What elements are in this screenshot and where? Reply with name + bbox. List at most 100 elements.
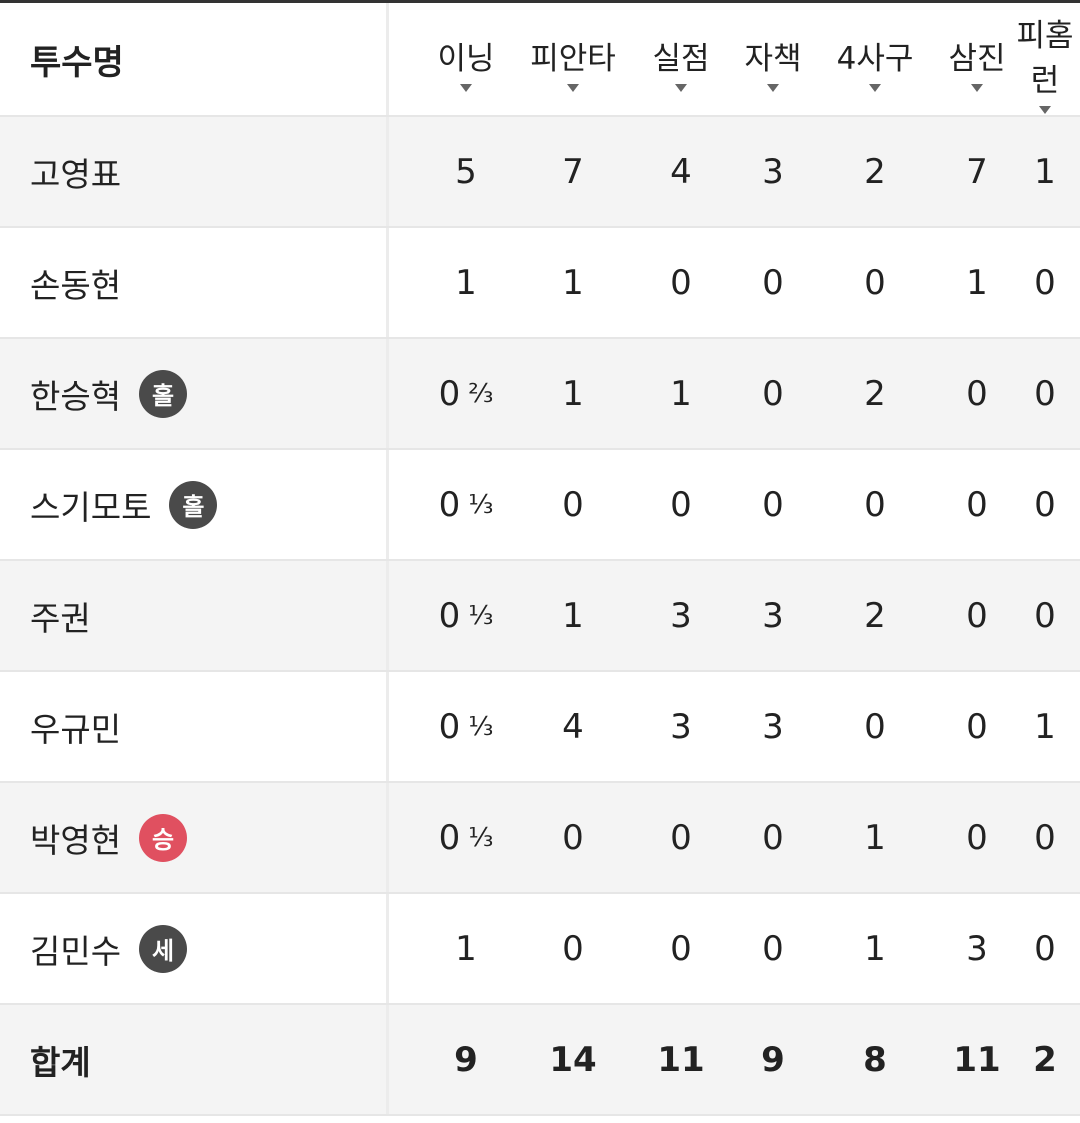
pitcher-name: 우규민 — [30, 672, 121, 781]
stat-cell: 0 — [670, 817, 692, 858]
sort-arrow-icon — [675, 83, 687, 92]
column-divider — [386, 783, 389, 892]
stat-cell: 1 — [966, 262, 988, 303]
pitcher-name-text: 주권 — [30, 598, 91, 638]
stat-cell: 1 — [864, 928, 886, 969]
column-divider — [386, 3, 389, 115]
stat-cell: 0 — [562, 817, 584, 858]
pitcher-name: 한승혁 홀 — [30, 339, 188, 448]
stat-cell: 0 — [1034, 373, 1056, 414]
column-label: 피안타 — [530, 40, 616, 77]
result-badge: 승 — [139, 813, 188, 862]
sort-header-6[interactable]: 피홈런 — [1010, 3, 1080, 115]
sort-header-3[interactable]: 자책 — [723, 3, 823, 115]
stat-cell: 0 — [864, 484, 886, 525]
stat-cell: 0 — [762, 928, 784, 969]
stat-cell: 1 — [670, 373, 692, 414]
stat-cell: 0 — [1034, 262, 1056, 303]
total-stat-cell: 2 — [1033, 1039, 1057, 1080]
table-row[interactable]: 우규민 0 ⅓ 4 3 3 0 0 1 — [0, 672, 1080, 783]
stat-cell: 0 — [762, 484, 784, 525]
stat-cell: 2 — [864, 373, 886, 414]
table-row[interactable]: 박영현 승 0 ⅓ 0 0 0 1 0 0 — [0, 783, 1080, 894]
table-row[interactable]: 주권 0 ⅓ 1 3 3 2 0 0 — [0, 561, 1080, 672]
stat-cell: 0 — [1034, 595, 1056, 636]
innings-whole: 5 — [455, 151, 477, 192]
column-divider — [386, 894, 389, 1003]
pitcher-name: 고영표 — [30, 117, 121, 226]
stat-cell: 7 — [966, 151, 988, 192]
stat-cell: 0 — [1034, 817, 1056, 858]
table-row[interactable]: 스기모토 홀 0 ⅓ 0 0 0 0 0 0 — [0, 450, 1080, 561]
stat-cell: 0 — [762, 817, 784, 858]
innings-whole: 0 — [438, 484, 461, 525]
column-divider — [386, 1005, 389, 1114]
stat-cell: 0 — [966, 484, 988, 525]
stat-cell: 1 — [1034, 151, 1056, 192]
sort-header-4[interactable]: 4사구 — [825, 3, 925, 115]
sort-header-5[interactable]: 삼진 — [927, 3, 1027, 115]
innings-fraction: ⅓ — [468, 489, 494, 520]
result-badge: 홀 — [169, 480, 218, 529]
stat-cell: 1 — [562, 373, 584, 414]
stat-cell: 0 — [762, 373, 784, 414]
innings-fraction: ⅓ — [468, 600, 494, 631]
result-badge: 세 — [139, 924, 188, 973]
sort-header-0[interactable]: 이닝 — [416, 3, 516, 115]
stat-cell: 0 — [966, 817, 988, 858]
innings-fraction: ⅓ — [468, 711, 494, 742]
stat-cell: 3 — [762, 706, 784, 747]
pitcher-name: 박영현 승 — [30, 783, 188, 892]
innings-whole: 0 — [438, 595, 461, 636]
sort-header-1[interactable]: 피안타 — [523, 3, 623, 115]
table-row[interactable]: 한승혁 홀 0 ⅔ 1 1 0 2 0 0 — [0, 339, 1080, 450]
table-row[interactable]: 고영표 5 7 4 3 2 7 1 — [0, 117, 1080, 228]
column-label: 실점 — [652, 40, 710, 77]
innings-whole: 0 — [438, 817, 461, 858]
stat-cell: 7 — [562, 151, 584, 192]
total-stat-cell: 11 — [657, 1039, 705, 1080]
pitcher-name-text: 한승혁 — [30, 376, 122, 416]
stat-cell: 0 — [864, 706, 886, 747]
stat-cell: 0 — [966, 706, 988, 747]
innings-whole: 0 — [438, 373, 461, 414]
stat-cell: 4 — [562, 706, 584, 747]
pitcher-name-text: 스기모토 — [30, 487, 152, 527]
pitcher-name: 손동현 — [30, 228, 121, 337]
stat-cell: 3 — [966, 928, 988, 969]
total-label: 합계 — [30, 1042, 91, 1082]
column-label: 4사구 — [836, 40, 914, 77]
header-pitcher-name: 투수명 — [30, 42, 124, 83]
total-stat-cell: 11 — [953, 1039, 1001, 1080]
stat-cell: 0 — [670, 484, 692, 525]
stat-cell: 1 — [562, 262, 584, 303]
innings-cell: 5 — [416, 117, 516, 226]
table-row[interactable]: 김민수 세 1 0 0 0 1 3 0 — [0, 894, 1080, 1005]
total-stat-cell: 9 — [761, 1039, 785, 1080]
total-stat-cell: 8 — [863, 1039, 887, 1080]
result-badge: 홀 — [139, 369, 188, 418]
column-divider — [386, 672, 389, 781]
innings-cell: 1 — [416, 894, 516, 1003]
innings-cell: 1 — [416, 228, 516, 337]
stat-cell: 0 — [966, 373, 988, 414]
stat-cell: 3 — [762, 595, 784, 636]
stat-cell: 1 — [562, 595, 584, 636]
column-label: 삼진 — [948, 40, 1006, 77]
column-divider — [386, 561, 389, 670]
stat-cell: 0 — [864, 262, 886, 303]
total-innings: 9 — [454, 1039, 478, 1080]
column-label: 피홈런 — [1016, 18, 1074, 99]
stat-cell: 3 — [670, 595, 692, 636]
stat-cell: 3 — [670, 706, 692, 747]
sort-arrow-icon — [971, 83, 983, 92]
column-divider — [386, 450, 389, 559]
total-stat-cell: 14 — [549, 1039, 597, 1080]
sort-header-2[interactable]: 실점 — [631, 3, 731, 115]
table-row[interactable]: 손동현 1 1 0 0 0 1 0 — [0, 228, 1080, 339]
innings-whole: 0 — [438, 706, 461, 747]
